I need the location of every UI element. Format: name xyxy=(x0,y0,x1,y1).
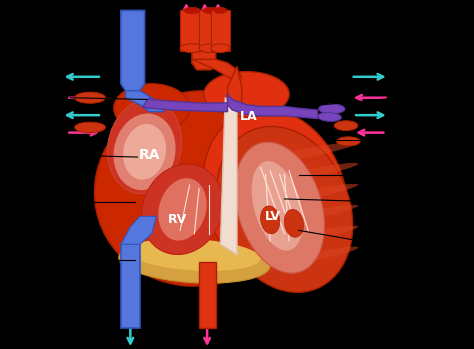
Polygon shape xyxy=(121,244,140,328)
Ellipse shape xyxy=(123,124,166,180)
Ellipse shape xyxy=(337,137,360,146)
Ellipse shape xyxy=(142,164,223,254)
Ellipse shape xyxy=(284,209,303,237)
Ellipse shape xyxy=(119,240,270,283)
Polygon shape xyxy=(126,91,164,112)
Ellipse shape xyxy=(248,226,358,249)
Polygon shape xyxy=(121,216,156,244)
Ellipse shape xyxy=(75,122,106,133)
Polygon shape xyxy=(199,10,223,51)
Ellipse shape xyxy=(158,178,207,240)
Text: RA: RA xyxy=(138,148,160,162)
Ellipse shape xyxy=(202,109,347,282)
Ellipse shape xyxy=(334,121,358,131)
Ellipse shape xyxy=(252,161,303,251)
Text: nferior: nferior xyxy=(24,255,52,265)
Ellipse shape xyxy=(183,7,200,14)
Ellipse shape xyxy=(94,91,304,286)
Polygon shape xyxy=(121,10,145,91)
Polygon shape xyxy=(220,98,237,255)
Ellipse shape xyxy=(108,99,182,194)
Text: Pulmonary: Pulmonary xyxy=(401,135,446,144)
Text: Pulmonary: Pulmonary xyxy=(401,93,446,102)
Polygon shape xyxy=(228,66,242,105)
Ellipse shape xyxy=(75,92,106,103)
Polygon shape xyxy=(180,10,204,51)
Text: uperior: uperior xyxy=(24,93,54,102)
Ellipse shape xyxy=(114,113,175,190)
Ellipse shape xyxy=(203,7,219,14)
Ellipse shape xyxy=(248,163,358,186)
Polygon shape xyxy=(142,98,228,112)
Ellipse shape xyxy=(235,142,325,273)
Polygon shape xyxy=(192,10,216,70)
Ellipse shape xyxy=(319,104,345,114)
Polygon shape xyxy=(192,59,242,80)
Polygon shape xyxy=(228,94,318,119)
Ellipse shape xyxy=(204,72,289,117)
Text: RV: RV xyxy=(168,213,187,227)
Ellipse shape xyxy=(211,44,230,52)
Ellipse shape xyxy=(180,44,204,52)
Text: Aortic valve: Aortic valve xyxy=(401,170,450,179)
Polygon shape xyxy=(211,10,230,51)
Ellipse shape xyxy=(114,84,190,133)
Ellipse shape xyxy=(318,112,341,121)
Text: LA: LA xyxy=(240,110,258,124)
Ellipse shape xyxy=(214,7,227,14)
Text: LV: LV xyxy=(264,210,281,223)
Text: Aorta: Aorta xyxy=(401,50,423,59)
Ellipse shape xyxy=(248,205,358,228)
Ellipse shape xyxy=(261,206,280,234)
Ellipse shape xyxy=(248,142,358,165)
Text: d valve: d valve xyxy=(24,198,55,207)
Text: Mitral valve: Mitral valve xyxy=(401,198,450,207)
Ellipse shape xyxy=(248,184,358,207)
Ellipse shape xyxy=(199,44,223,52)
Text: y valve: y valve xyxy=(24,151,54,160)
Text: Left ventricle: Left ventricle xyxy=(401,243,456,252)
Ellipse shape xyxy=(216,126,353,292)
Ellipse shape xyxy=(128,239,261,271)
Ellipse shape xyxy=(248,247,358,270)
Polygon shape xyxy=(199,262,216,328)
